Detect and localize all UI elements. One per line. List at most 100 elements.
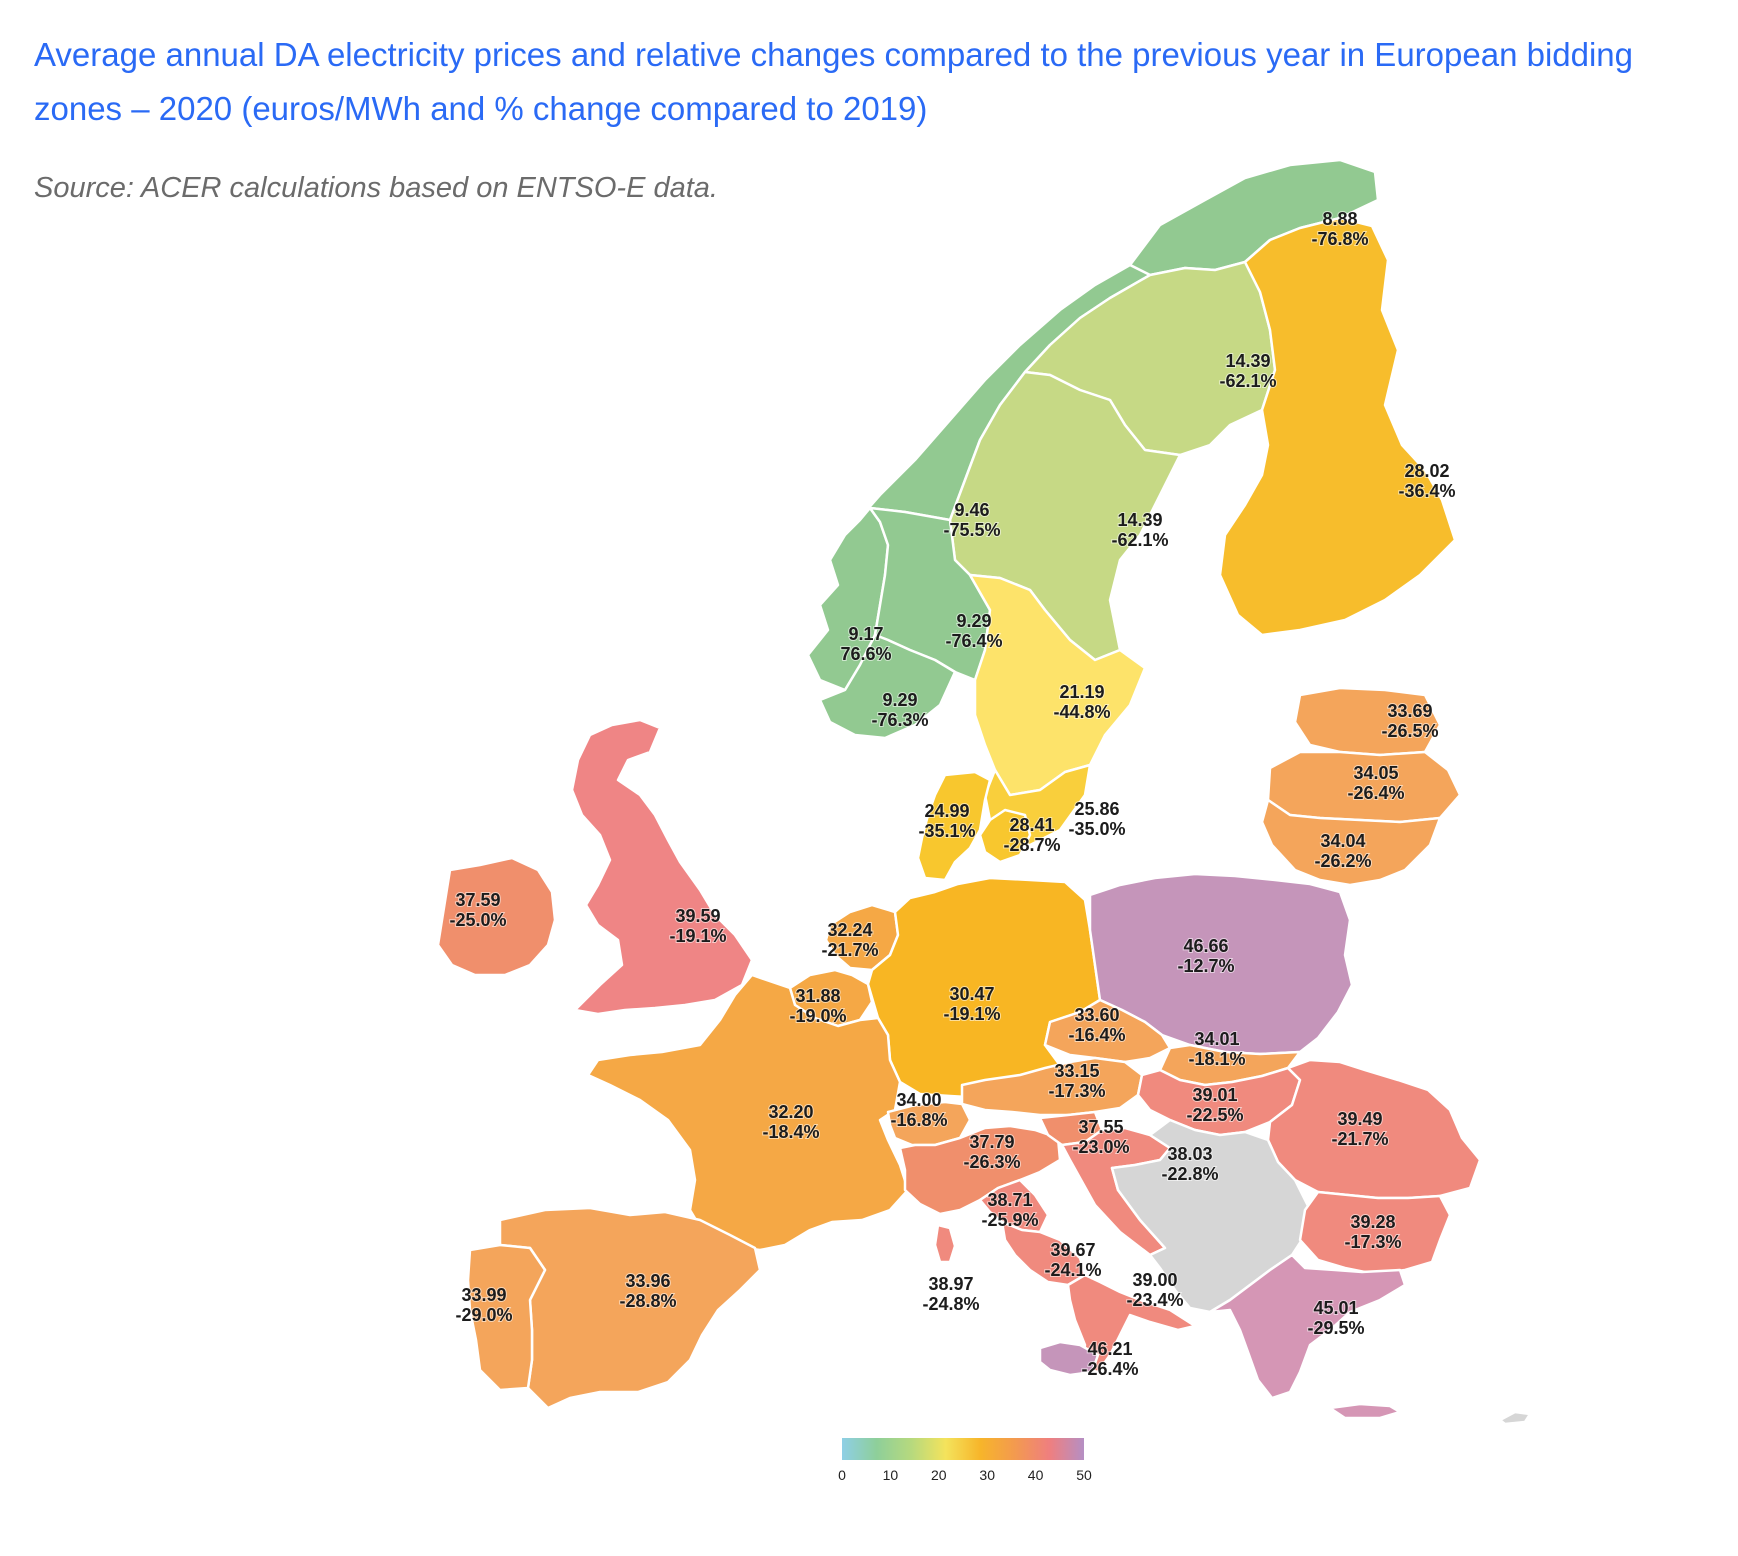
zone-price-label: 14.39 (1225, 351, 1270, 371)
zone-change-label: -35.1% (918, 821, 975, 841)
zone-price-label: 8.88 (1322, 209, 1357, 229)
zone-it-sardinia (933, 1223, 957, 1264)
zone-bg (1298, 1190, 1452, 1276)
zone-label-se3: 21.19-44.8% (1052, 681, 1111, 723)
legend-tick-label: 40 (1028, 1467, 1044, 1483)
zone-change-label: -26.5% (1381, 721, 1438, 741)
zone-gb (570, 718, 754, 1016)
zone-price-label: 46.21 (1087, 1339, 1132, 1359)
zone-label-it-csouth: 39.67-24.1% (1043, 1239, 1102, 1281)
zone-label-es: 33.96-28.8% (618, 1270, 677, 1312)
zone-change-label: -23.4% (1126, 1290, 1183, 1310)
zone-price-label: 31.88 (795, 986, 840, 1006)
zone-change-label: -35.0% (1068, 819, 1125, 839)
zone-label-bg: 39.28-17.3% (1343, 1211, 1402, 1253)
zone-change-label: 76.6% (840, 644, 891, 664)
zone-label-pl: 46.66-12.7% (1176, 935, 1235, 977)
zone-price-label: 34.00 (896, 1090, 941, 1110)
zone-it-north (898, 1124, 1062, 1216)
zone-label-hr: 38.03-22.8% (1160, 1143, 1219, 1185)
zone-change-label: -16.8% (890, 1110, 947, 1130)
zone-label-sk: 34.01-18.1% (1187, 1028, 1246, 1070)
zone-fr (586, 973, 910, 1252)
zone-price-label: 33.15 (1054, 1061, 1099, 1081)
zone-label-gb: 39.59-19.1% (668, 905, 727, 947)
zone-label-no3: 9.46-75.5% (942, 499, 1001, 541)
zone-price-label: 39.59 (675, 906, 720, 926)
zone-change-label: -29.5% (1307, 1318, 1364, 1338)
labels-layer: 8.88-76.8%14.39-62.1%14.39-62.1%28.02-36… (448, 208, 1456, 1380)
zone-change-label: -21.7% (821, 940, 878, 960)
zone-label-ee: 33.69-26.5% (1380, 700, 1439, 742)
zone-price-label: 21.19 (1059, 682, 1104, 702)
zone-change-label: -12.7% (1177, 956, 1234, 976)
zone-price-label: 39.28 (1350, 1212, 1395, 1232)
zones-layer (436, 158, 1532, 1426)
zone-label-it-south: 39.00-23.4% (1125, 1269, 1184, 1311)
zone-change-label: -26.4% (1081, 1359, 1138, 1379)
zone-label-gr: 45.01-29.5% (1306, 1297, 1365, 1339)
zone-price-label: 38.03 (1167, 1144, 1212, 1164)
zone-price-label: 46.66 (1183, 936, 1228, 956)
legend-tick-label: 50 (1076, 1467, 1092, 1483)
zone-pt (466, 1243, 547, 1392)
legend-tick-label: 20 (931, 1467, 947, 1483)
zone-cy (1498, 1410, 1532, 1426)
zone-change-label: -29.0% (455, 1305, 512, 1325)
zone-price-label: 39.00 (1132, 1270, 1177, 1290)
zone-label-it-north: 37.79-26.3% (962, 1131, 1021, 1173)
zone-it-cnorth (978, 1178, 1050, 1234)
zone-price-label: 25.86 (1074, 799, 1119, 819)
zone-dk1 (916, 770, 992, 882)
zone-change-label: -21.7% (1331, 1129, 1388, 1149)
zone-change-label: -28.7% (1003, 835, 1060, 855)
zone-change-label: -18.1% (1188, 1049, 1245, 1069)
zone-label-de-lu: 30.47-19.1% (942, 983, 1001, 1025)
zone-change-label: -62.1% (1111, 530, 1168, 550)
zone-price-label: 39.01 (1192, 1085, 1237, 1105)
zone-label-dk1: 24.99-35.1% (917, 800, 976, 842)
zone-change-label: -18.4% (762, 1122, 819, 1142)
source-note: Source: ACER calculations based on ENTSO… (34, 172, 718, 204)
zone-label-nl: 32.24-21.7% (820, 919, 879, 961)
zone-price-label: 37.79 (969, 1132, 1014, 1152)
zone-label-it-sicily: 46.21-26.4% (1080, 1338, 1139, 1380)
zone-label-fr: 32.20-18.4% (761, 1101, 820, 1143)
zone-price-label: 30.47 (949, 984, 994, 1004)
zone-change-label: -36.4% (1398, 481, 1455, 501)
zone-change-label: -19.0% (789, 1006, 846, 1026)
zone-gr-crete (1328, 1402, 1402, 1420)
zone-price-label: 28.41 (1009, 815, 1054, 835)
zone-price-label: 28.02 (1404, 461, 1449, 481)
zone-change-label: -19.1% (943, 1004, 1000, 1024)
zone-label-si: 37.55-23.0% (1071, 1116, 1130, 1158)
zone-price-label: 37.59 (455, 890, 500, 910)
zone-change-label: -17.3% (1344, 1232, 1401, 1252)
zone-price-label: 33.96 (625, 1271, 670, 1291)
zone-price-label: 34.05 (1353, 763, 1398, 783)
zone-price-label: 38.71 (987, 1190, 1032, 1210)
zone-change-label: -25.0% (449, 910, 506, 930)
zone-label-se1: 14.39-62.1% (1218, 350, 1277, 392)
zone-change-label: -17.3% (1048, 1081, 1105, 1101)
zone-change-label: -26.4% (1347, 783, 1404, 803)
zone-change-label: -26.3% (963, 1152, 1020, 1172)
zone-label-ie: 37.59-25.0% (448, 889, 507, 931)
zone-price-label: 39.49 (1337, 1109, 1382, 1129)
zone-label-be: 31.88-19.0% (788, 985, 847, 1027)
zone-price-label: 33.60 (1074, 1005, 1119, 1025)
zone-it-sicily (1038, 1340, 1100, 1377)
zone-label-it-cnorth: 38.71-25.9% (980, 1189, 1039, 1231)
legend-tick-label: 10 (883, 1467, 899, 1483)
zone-price-label: 9.17 (848, 624, 883, 644)
zone-label-se4: 25.86-35.0% (1067, 798, 1126, 840)
zone-label-lt: 34.04-26.2% (1313, 830, 1372, 872)
zone-ie (436, 856, 557, 977)
zone-change-label: -22.8% (1161, 1164, 1218, 1184)
color-scale-legend: 0 10 20 30 40 50 (838, 1438, 1092, 1483)
zone-label-ch: 34.00-16.8% (889, 1089, 948, 1131)
zone-change-label: -75.5% (943, 520, 1000, 540)
zone-label-se2: 14.39-62.1% (1110, 509, 1169, 551)
